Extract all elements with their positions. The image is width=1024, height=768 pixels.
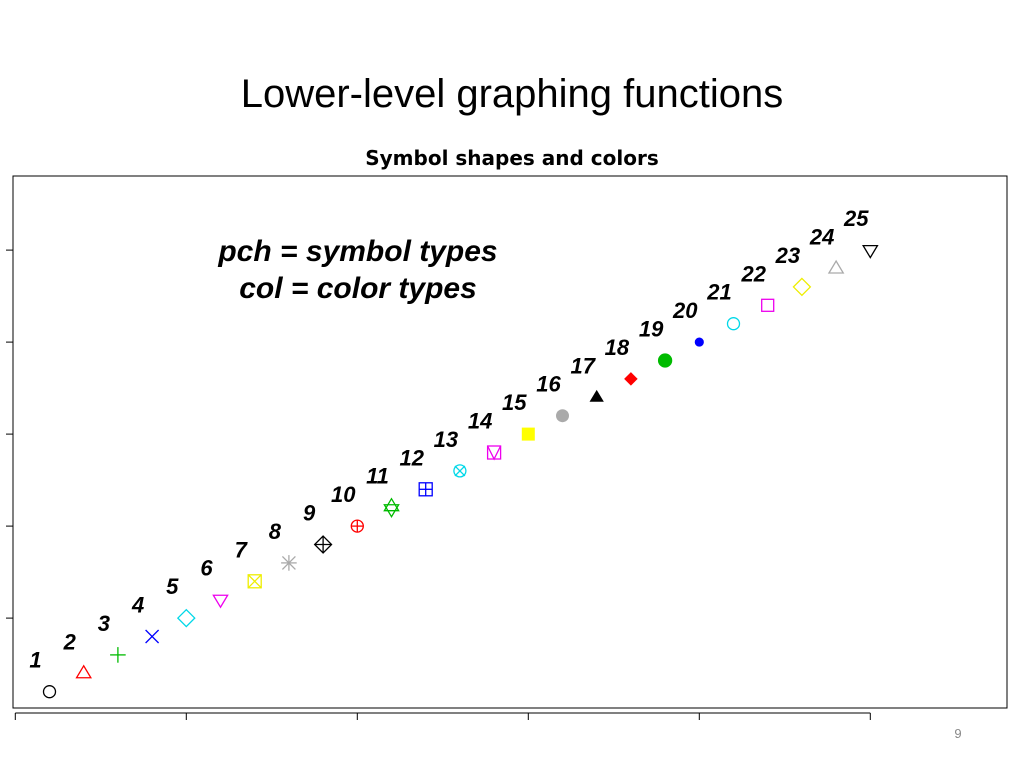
point-label: 6 [200, 556, 213, 581]
page-number: 9 [954, 726, 962, 741]
point-labels: 1234567891011121314151617181920212223242… [29, 206, 869, 673]
data-point-pch-4 [145, 629, 160, 644]
data-point-pch-19 [657, 353, 673, 368]
data-point-pch-25 [862, 244, 879, 259]
point-label: 20 [672, 298, 698, 323]
data-point-pch-12 [418, 482, 433, 497]
data-point-pch-8 [281, 555, 297, 571]
point-label: 22 [740, 261, 766, 286]
data-point-pch-20 [694, 337, 704, 347]
data-point-pch-7 [247, 574, 262, 589]
point-label: 13 [434, 427, 458, 452]
data-point-pch-2 [75, 664, 92, 679]
point-label: 21 [706, 280, 731, 305]
data-point-pch-24 [827, 259, 845, 274]
data-point-pch-10 [350, 519, 364, 533]
data-point-pch-6 [212, 594, 229, 609]
point-label: 18 [605, 335, 630, 360]
data-point-pch-11 [383, 497, 400, 518]
data-point-pch-5 [176, 608, 196, 628]
slide-title: Lower-level graphing functions [240, 72, 784, 116]
data-point-pch-15 [521, 427, 535, 441]
data-point-pch-21 [726, 317, 741, 331]
point-label: 1 [29, 648, 41, 673]
point-label: 14 [468, 409, 492, 434]
data-point-pch-9 [313, 535, 333, 554]
point-label: 3 [98, 611, 110, 636]
data-point-pch-14 [486, 445, 502, 461]
point-label: 2 [63, 629, 77, 654]
point-label: 7 [235, 537, 249, 562]
point-label: 23 [775, 243, 800, 268]
point-label: 12 [399, 445, 424, 470]
point-label: 9 [303, 501, 316, 526]
data-point-pch-23 [792, 277, 812, 297]
chart-title: Symbol shapes and colors [365, 146, 659, 170]
point-label: 19 [639, 317, 664, 342]
point-label: 4 [131, 593, 144, 618]
annotation-pch: pch = symbol types [217, 235, 497, 268]
data-point-pch-18 [624, 372, 638, 386]
point-label: 5 [166, 574, 179, 599]
point-label: 24 [809, 225, 834, 250]
data-point-pch-1 [42, 685, 57, 699]
point-label: 8 [269, 519, 282, 544]
point-label: 15 [502, 390, 527, 415]
plot-frame [12, 175, 1008, 709]
data-point-pch-3 [110, 647, 126, 663]
data-points [42, 244, 879, 699]
data-point-pch-16 [556, 409, 569, 423]
point-label: 16 [536, 372, 561, 397]
data-point-pch-13 [453, 464, 467, 478]
point-label: 10 [331, 482, 356, 507]
axes [6, 249, 871, 720]
annotation-col: col = color types [239, 272, 477, 305]
data-point-pch-17 [589, 389, 604, 402]
point-label: 25 [843, 206, 869, 231]
point-label: 17 [570, 353, 596, 378]
data-point-pch-22 [761, 298, 775, 312]
point-label: 11 [366, 464, 389, 489]
